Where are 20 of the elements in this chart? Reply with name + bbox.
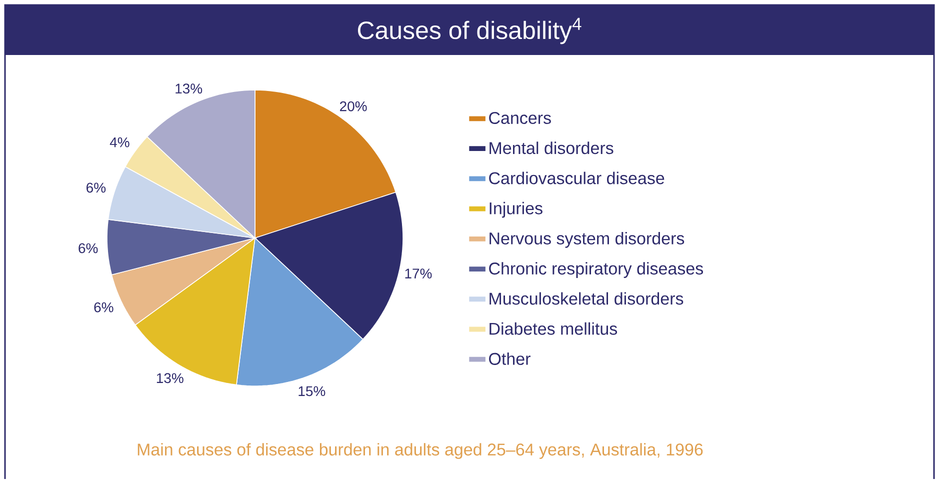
data-label: 13% [156, 373, 184, 384]
text: Main causes of disease burden in adults aged 25–64 years, Australia, 1996 [138, 443, 703, 460]
legend-label: Diabetes mellitus [490, 322, 618, 335]
legend-label: Other [489, 352, 530, 366]
legend-label: Chronic respiratory diseases [489, 262, 703, 278]
legend-label: Injuries [490, 202, 542, 218]
chart-title: Causes of disability$^{4}$ [358, 18, 582, 44]
legend-label: Nervous system disorders [490, 232, 684, 248]
data-label: 20% [340, 101, 367, 112]
data-label: 15% [298, 386, 326, 396]
legend-label: Cancers [489, 112, 551, 124]
data-label: 6% [94, 302, 114, 312]
legend-label: Mental disorders [490, 142, 614, 154]
legend-label: Cardiovascular disease [489, 172, 664, 184]
data-label: 4% [110, 138, 130, 148]
data-label: 6% [78, 243, 98, 254]
data-label: 13% [176, 84, 202, 94]
legend-label: Musculoskeletal disorders [490, 292, 684, 305]
data-label: 17% [405, 268, 432, 279]
data-label: 6% [86, 182, 106, 193]
